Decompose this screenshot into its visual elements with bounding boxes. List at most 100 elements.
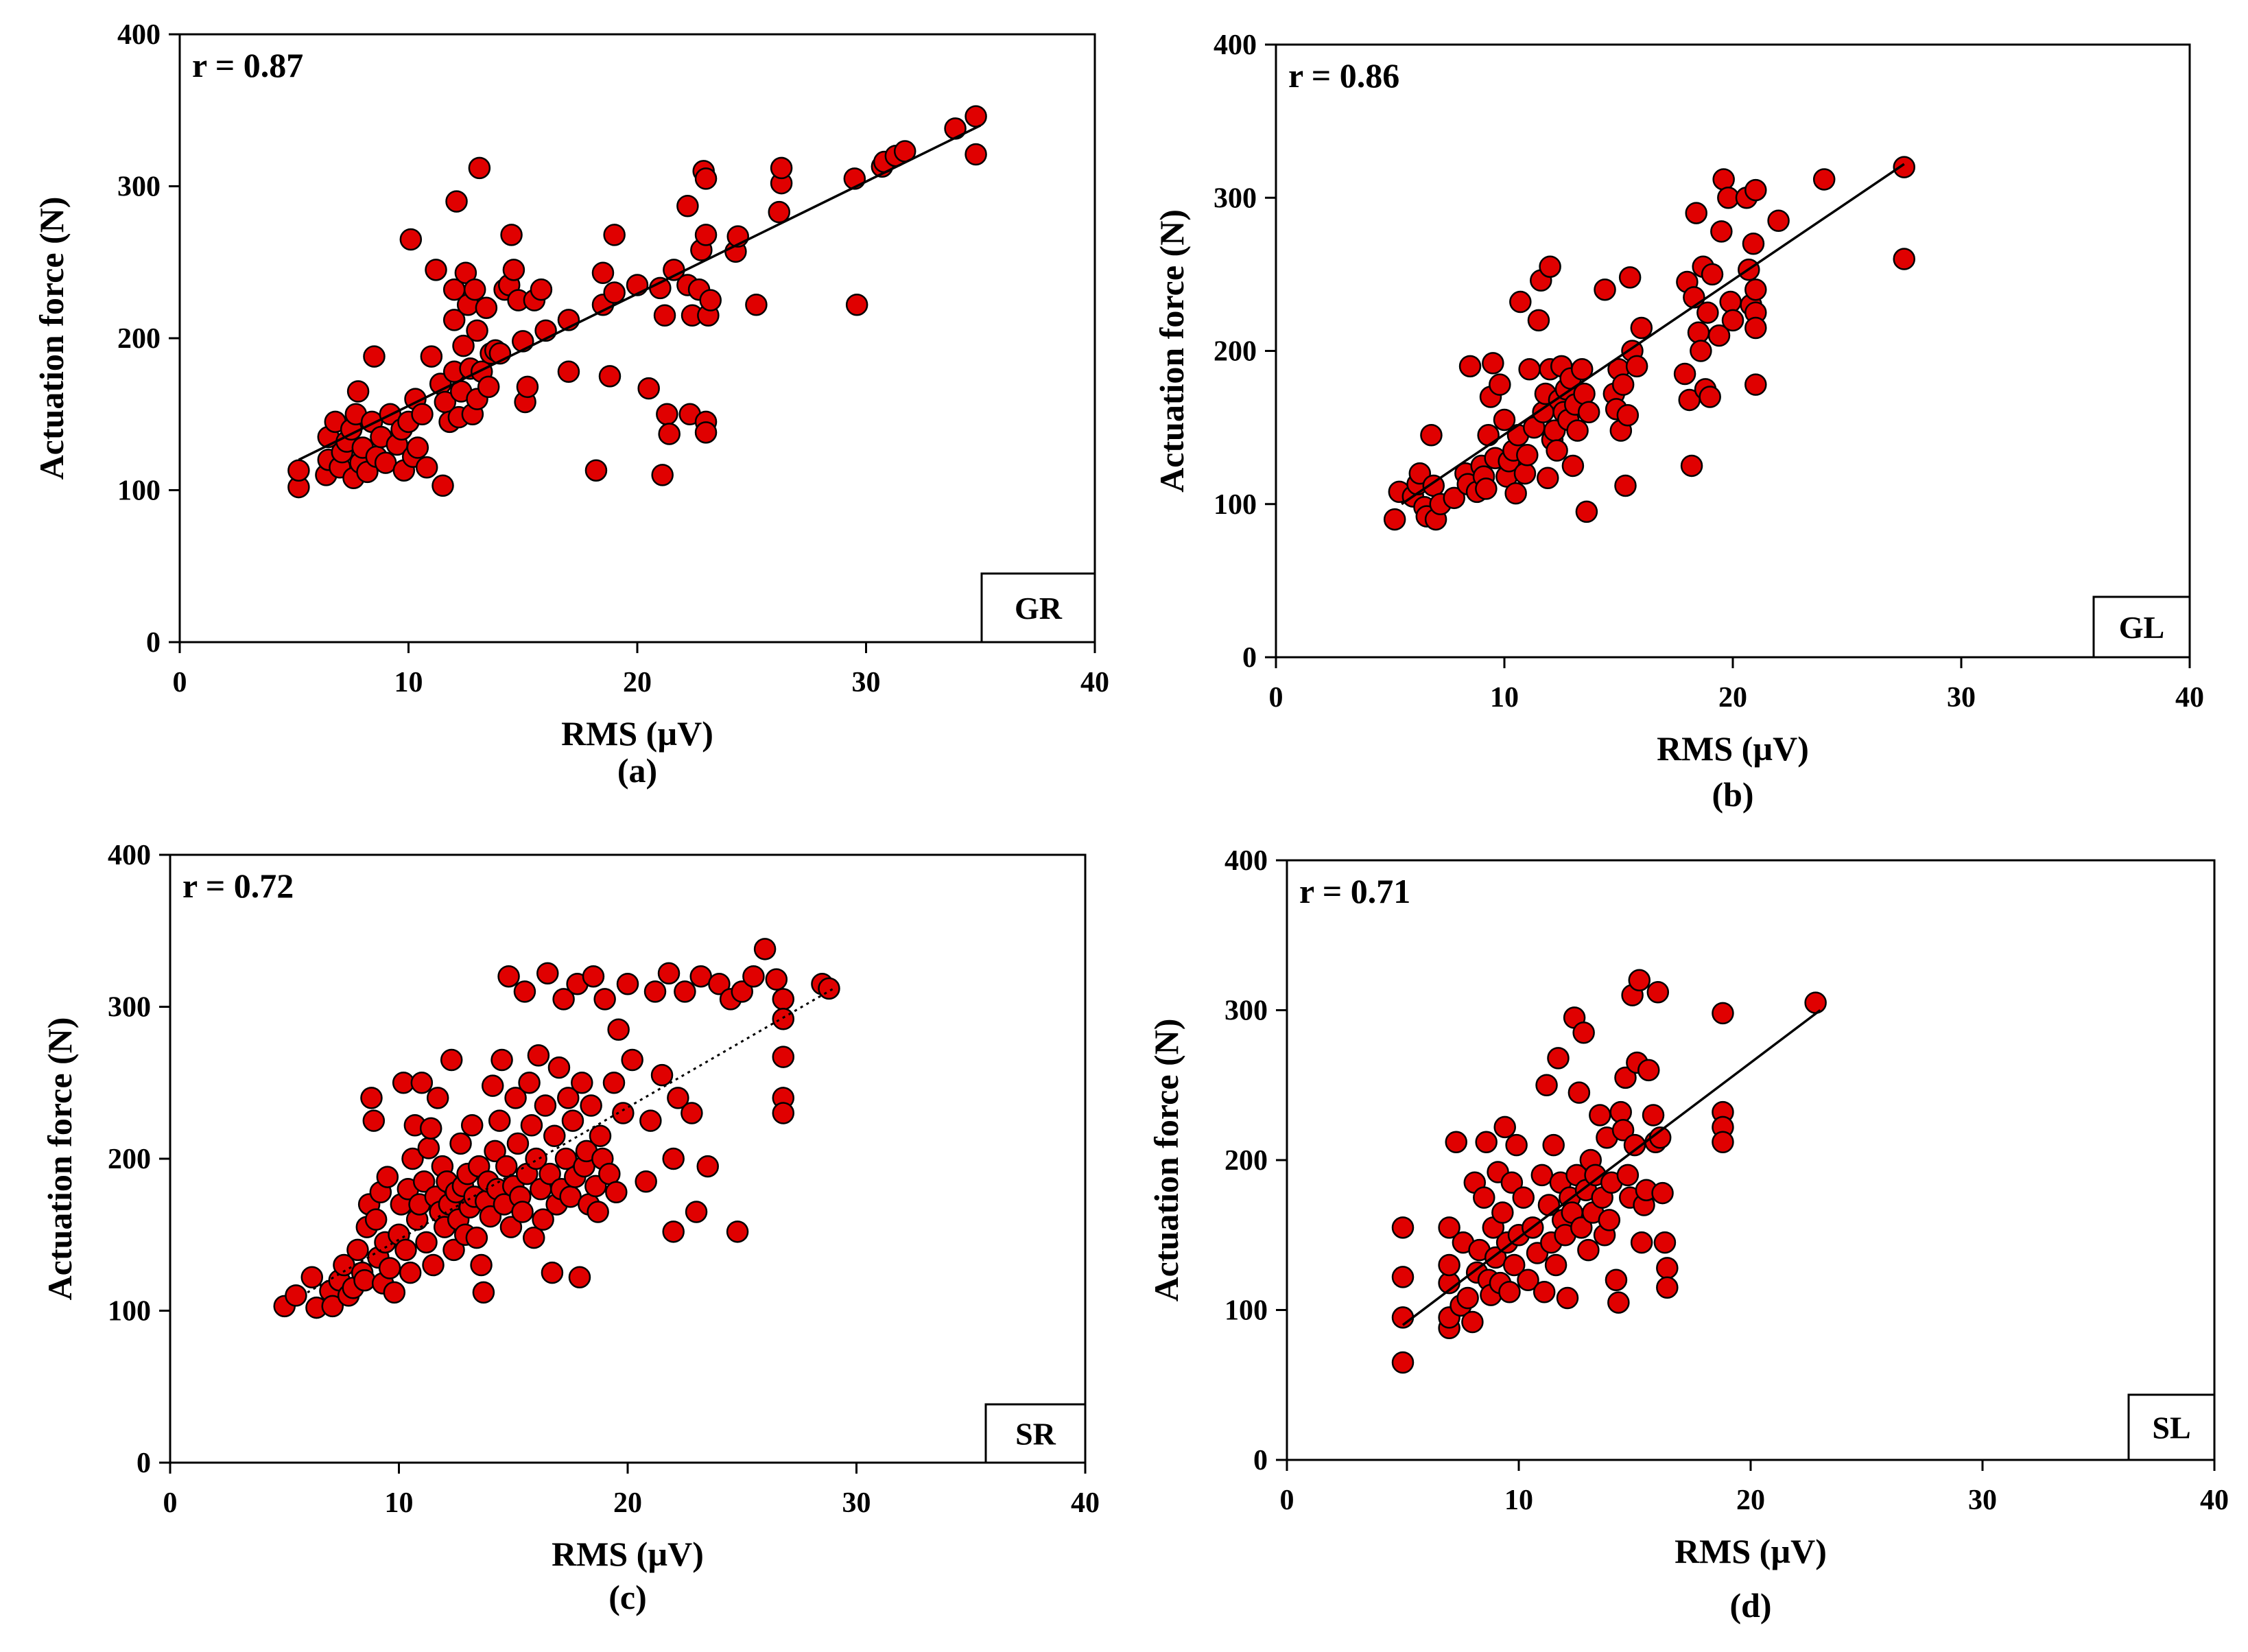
series-tag: GR: [1015, 591, 1063, 626]
data-point: [1391, 1266, 1415, 1288]
data-point: [1547, 1047, 1570, 1070]
data-point: [454, 261, 477, 285]
data-point: [1516, 444, 1539, 467]
y-tick-label: 300: [1214, 182, 1257, 214]
data-point: [415, 456, 438, 479]
x-tick-label: 30: [1968, 1485, 1997, 1516]
data-point: [442, 1238, 465, 1262]
data-point: [1589, 1104, 1611, 1126]
data-point: [1533, 1281, 1556, 1303]
data-point: [346, 1238, 369, 1262]
data-point: [460, 1114, 484, 1137]
y-tick-label: 300: [117, 172, 161, 203]
data-point: [651, 464, 674, 486]
x-axis-title: RMS (µV): [1657, 729, 1809, 768]
data-point: [425, 259, 447, 281]
panel-b: 0 100 200 300 400 0 10 20 30 40 RMS (µV) Actuation …: [1152, 30, 2204, 814]
data-point: [1721, 309, 1744, 332]
x-axis-title: RMS (µV): [552, 1535, 704, 1573]
data-point: [1420, 424, 1443, 447]
data-point: [376, 1166, 399, 1188]
data-point: [694, 224, 718, 246]
data-point: [495, 1155, 518, 1178]
data-point: [1537, 467, 1559, 490]
data-point: [1498, 1281, 1521, 1303]
data-point: [472, 1281, 495, 1304]
y-axis-title: Actuation force (N): [32, 197, 71, 480]
x-tick-label: 0: [163, 1487, 178, 1519]
data-point: [818, 977, 840, 1000]
data-point: [1500, 1171, 1524, 1194]
data-point: [1598, 1209, 1621, 1231]
data-point: [1477, 424, 1500, 447]
data-point: [626, 274, 649, 296]
data-point: [534, 1094, 557, 1117]
data-point: [1489, 373, 1511, 396]
y-tick-label: 400: [1224, 845, 1268, 877]
data-point: [965, 105, 987, 128]
data-point: [490, 1048, 513, 1072]
y-tick-label: 100: [1224, 1295, 1268, 1327]
data-point: [1438, 1253, 1460, 1277]
data-point: [1458, 355, 1482, 378]
data-point: [676, 195, 699, 217]
data-point: [287, 459, 310, 482]
data-point: [1391, 1351, 1415, 1374]
y-tick-label: 200: [117, 323, 161, 355]
data-point: [1556, 1286, 1579, 1310]
data-point: [696, 1155, 719, 1178]
x-tick-label: 40: [2200, 1485, 2229, 1516]
data-point: [362, 1109, 386, 1132]
data-point: [1719, 290, 1742, 314]
data-point: [1438, 1216, 1460, 1239]
data-point: [1712, 1131, 1734, 1154]
data-point: [605, 1181, 628, 1203]
data-point: [1712, 1002, 1734, 1025]
data-point: [1391, 1216, 1415, 1239]
series-tag: SL: [2152, 1411, 2190, 1446]
data-point: [285, 1284, 307, 1307]
data-point: [589, 1124, 612, 1148]
data-point: [753, 938, 777, 960]
data-point: [420, 345, 443, 368]
data-point: [1680, 454, 1703, 477]
data-point: [745, 294, 768, 316]
data-point: [481, 1074, 504, 1097]
data-point: [383, 1281, 406, 1304]
data-point: [1512, 1186, 1535, 1209]
data-point: [440, 1048, 463, 1072]
series-tag: SR: [1015, 1417, 1056, 1452]
data-point: [477, 375, 500, 399]
data-point: [410, 1072, 434, 1094]
data-point: [378, 1257, 401, 1279]
x-tick-label: 20: [1718, 682, 1747, 713]
data-point: [1710, 220, 1733, 243]
data-point: [1517, 1268, 1539, 1292]
data-point: [1656, 1257, 1679, 1279]
trend-line: [298, 124, 982, 461]
data-point: [1577, 401, 1600, 424]
data-point: [699, 289, 722, 311]
data-point: [1646, 981, 1670, 1004]
data-point: [637, 377, 660, 400]
y-tick-label: 0: [137, 1448, 151, 1479]
data-point: [1482, 352, 1504, 375]
plot-area: [1286, 859, 2216, 1461]
data-point: [598, 365, 622, 388]
data-point: [765, 968, 788, 991]
data-point: [1475, 1131, 1498, 1154]
data-point: [511, 1201, 534, 1223]
data-point: [364, 1208, 388, 1231]
data-point: [512, 330, 534, 353]
y-tick-label: 0: [146, 627, 161, 659]
data-point: [1570, 1216, 1593, 1239]
data-point: [662, 1220, 685, 1243]
data-point: [523, 1226, 545, 1249]
panel-caption: (b): [1712, 775, 1753, 814]
y-axis-title: Actuation force (N): [40, 1017, 79, 1301]
data-point: [1461, 1310, 1484, 1334]
data-point: [708, 973, 731, 995]
data-point: [363, 345, 386, 368]
data-point: [417, 1137, 440, 1159]
data-point: [1567, 1081, 1591, 1104]
